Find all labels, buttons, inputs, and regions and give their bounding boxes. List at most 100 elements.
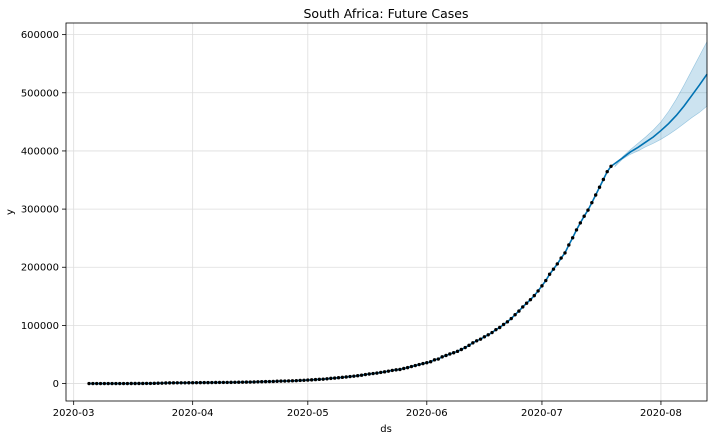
observed-point [490,330,494,335]
observed-point [532,293,536,298]
observed-point [98,381,103,386]
observed-point [325,377,329,381]
observed-point [252,380,256,384]
observed-point [187,381,191,385]
y-axis-ticks: 0 100000 200000 300000 400000 500000 600000 [21,30,66,390]
observed-point [156,381,160,385]
observed-point [498,325,502,330]
observed-point [494,327,498,332]
observed-point [398,367,402,372]
observed-point [509,316,513,321]
observed-point [221,380,226,385]
observed-point [164,381,168,385]
x-tick-label: 2020-07 [521,408,563,419]
observed-point [190,381,195,385]
observed-point [129,381,133,386]
observed-point [114,381,118,386]
observed-point [402,366,406,371]
observed-point [237,380,241,384]
observed-point [267,379,272,384]
observed-point [286,379,291,383]
observed-point [240,380,245,384]
y-tick-label: 200000 [21,263,59,274]
observed-point [283,379,287,383]
observed-point [379,370,383,375]
observed-point [95,381,99,386]
observed-point [302,378,306,382]
observed-point [344,375,348,379]
observed-point [121,381,126,386]
observed-point [601,177,606,182]
x-axis-ticks: 2020-03 2020-04 2020-05 2020-06 2020-07 2020-… [53,401,682,419]
observed-point [371,371,375,376]
observed-point [202,380,206,385]
observed-point [386,369,391,373]
observed-point [521,305,525,309]
observed-point [110,381,114,386]
observed-point [194,380,199,385]
observed-point [475,339,479,343]
grid-lines [66,23,707,401]
observed-point [432,358,437,362]
observed-point [540,284,544,288]
y-tick-label: 100000 [21,321,59,332]
observed-point [501,322,506,327]
x-tick-label: 2020-05 [287,408,329,419]
observed-point [290,379,295,383]
observed-point [448,352,452,356]
observed-point [559,256,563,260]
observed-point [375,371,379,375]
observed-point [313,377,318,382]
observed-point [394,368,398,372]
observed-point [471,341,475,345]
observed-point [91,381,95,386]
observed-point [175,381,180,385]
observed-point [106,381,110,386]
observed-point [317,377,322,382]
observed-point [428,360,433,364]
observed-points-layer [87,164,613,386]
observed-point [125,381,130,386]
observed-point [356,373,360,378]
observed-point [171,381,176,385]
observed-point [463,345,467,350]
observed-point [570,236,575,240]
observed-point [513,313,517,317]
observed-point [294,378,298,383]
observed-point [87,381,91,386]
observed-point [544,278,548,283]
observed-point [118,381,122,386]
x-tick-label: 2020-08 [640,408,682,419]
observed-point [528,297,533,302]
observed-point [582,214,586,218]
observed-point [160,381,164,385]
observed-point [440,355,444,359]
observed-point [229,380,233,385]
observed-point [451,351,456,355]
observed-point [263,379,268,384]
observed-point [609,164,613,168]
observed-point [329,376,333,381]
observed-point [536,289,540,293]
observed-point [225,380,229,385]
observed-point [417,362,421,367]
observed-point [306,378,310,382]
observed-point [336,376,341,380]
observed-point [593,193,598,197]
observed-point [597,185,602,189]
x-tick-label: 2020-04 [172,408,214,419]
observed-point [524,301,529,305]
observed-point [152,381,156,386]
observed-point [478,337,483,341]
observed-point [421,361,425,366]
observed-point [248,380,252,384]
observed-point [405,365,410,370]
chart-title: South Africa: Future Cases [303,6,468,21]
observed-point [590,200,594,205]
observed-point [332,376,337,380]
y-axis-label: y [5,209,16,215]
observed-point [244,380,249,384]
observed-point [198,380,203,385]
observed-point [133,381,137,386]
